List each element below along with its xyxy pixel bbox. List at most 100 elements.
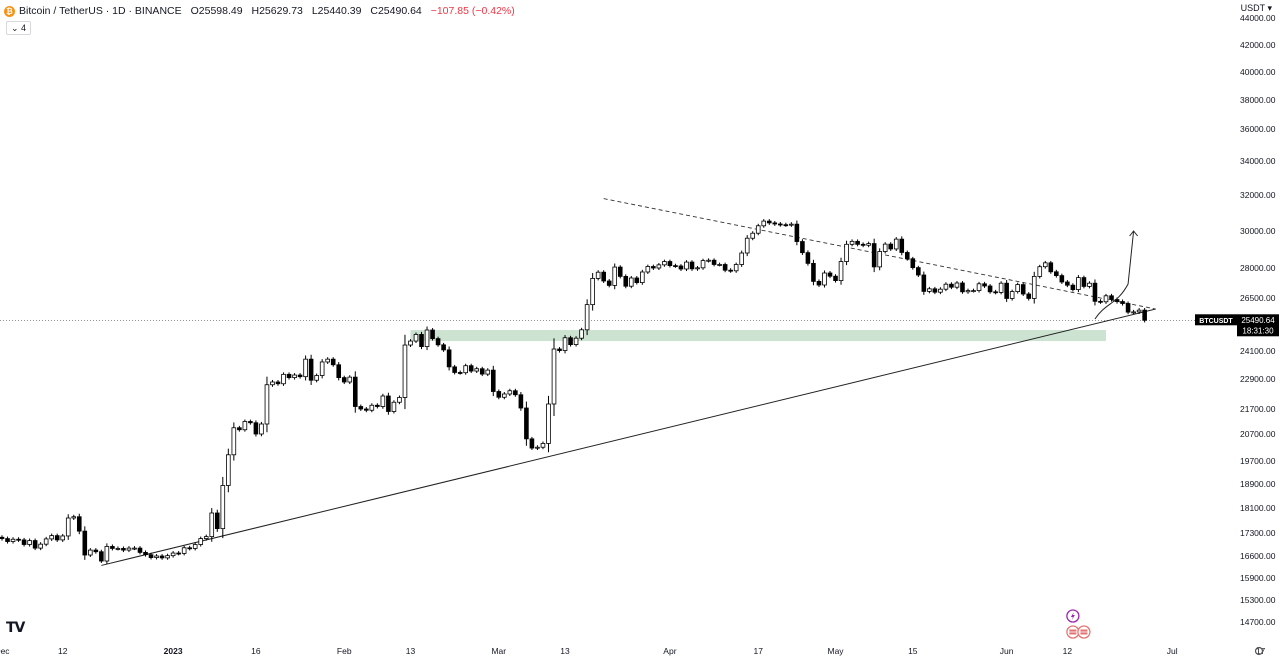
candle xyxy=(976,283,982,291)
candle xyxy=(1142,309,1147,321)
candle xyxy=(292,374,297,378)
currency-selector[interactable]: USDT ▾ xyxy=(1240,3,1272,13)
candle xyxy=(612,266,618,286)
candle xyxy=(706,259,711,262)
candle xyxy=(231,427,237,456)
candle xyxy=(938,288,943,293)
tradingview-logo[interactable]: TV xyxy=(6,620,25,636)
candle xyxy=(474,368,480,372)
candle xyxy=(1081,277,1087,287)
low-value: L25440.39 xyxy=(311,5,362,17)
candle xyxy=(358,406,364,410)
change-value: −107.85 (−0.42%) xyxy=(430,5,515,17)
candle xyxy=(496,391,502,398)
candle xyxy=(695,267,700,270)
candle xyxy=(965,290,971,293)
candle xyxy=(529,438,535,449)
candle xyxy=(49,535,54,540)
x-axis-tick-label: 2023 xyxy=(164,646,183,656)
candle xyxy=(916,267,921,276)
y-axis-tick-label: 44000.00 xyxy=(1240,13,1276,23)
ohlc-values: O25598.49 H25629.73 L25440.39 C25490.64 … xyxy=(191,5,521,17)
candle xyxy=(319,361,325,376)
candle xyxy=(1103,295,1109,303)
indicator-toggle-button[interactable]: ⌄ 4 xyxy=(6,21,32,35)
y-axis-tick-label: 14700.00 xyxy=(1240,617,1276,627)
candle xyxy=(1004,282,1009,299)
candle xyxy=(386,395,391,412)
close-value: C25490.64 xyxy=(370,5,422,17)
symbol-title[interactable]: Bitcoin / TetherUS · 1D · BINANCE xyxy=(19,5,182,17)
candle xyxy=(838,261,844,281)
candle xyxy=(1026,293,1032,299)
y-axis-tick-label: 32000.00 xyxy=(1240,190,1276,200)
y-axis-tick-label: 42000.00 xyxy=(1240,40,1276,50)
price-badge xyxy=(1237,314,1279,337)
candle xyxy=(789,223,794,226)
candle xyxy=(590,277,595,306)
y-axis-tick-label: 26500.00 xyxy=(1240,293,1276,303)
candle xyxy=(303,358,308,378)
candle xyxy=(115,548,121,550)
y-axis-tick-label: 40000.00 xyxy=(1240,67,1276,77)
y-axis-tick-label: 24100.00 xyxy=(1240,346,1276,356)
candle xyxy=(507,390,513,395)
symbol-legend: ₿ Bitcoin / TetherUS · 1D · BINANCE O255… xyxy=(4,5,521,17)
candle xyxy=(1109,295,1114,300)
candle xyxy=(5,538,10,542)
candle xyxy=(170,552,176,557)
candle xyxy=(82,530,88,556)
candle xyxy=(993,291,998,294)
candle xyxy=(76,516,82,532)
candle xyxy=(397,397,402,403)
candle xyxy=(485,369,491,375)
candle xyxy=(347,376,353,383)
candle xyxy=(159,555,165,559)
candle xyxy=(176,552,181,555)
candle xyxy=(325,358,330,363)
candle xyxy=(811,262,816,282)
candle xyxy=(827,272,833,277)
candle xyxy=(1125,303,1131,313)
ascending-trendline xyxy=(101,308,1156,566)
candle xyxy=(778,223,783,226)
y-axis-tick-label: 16600.00 xyxy=(1240,551,1276,561)
candle xyxy=(628,277,634,287)
candle xyxy=(341,377,347,383)
candle xyxy=(1076,277,1081,291)
y-axis-tick-label: 21700.00 xyxy=(1240,404,1276,414)
candle xyxy=(910,258,916,269)
candle xyxy=(270,381,275,386)
candle xyxy=(43,538,49,545)
y-axis-tick-label: 15900.00 xyxy=(1240,573,1276,583)
y-axis-tick-label: 18900.00 xyxy=(1240,479,1276,489)
x-axis-tick-label: Dec xyxy=(0,646,10,656)
candle xyxy=(391,401,397,412)
candle xyxy=(601,271,606,282)
candle xyxy=(32,540,38,549)
candle xyxy=(518,394,524,409)
candle xyxy=(1136,309,1142,313)
candle xyxy=(1020,284,1026,295)
candle xyxy=(99,551,104,562)
candle xyxy=(893,238,899,250)
candle xyxy=(352,376,358,407)
candle xyxy=(27,540,32,545)
candle xyxy=(187,547,192,550)
x-axis-tick-label: Mar xyxy=(491,646,506,656)
candle xyxy=(921,274,927,292)
candle xyxy=(490,369,496,392)
candle xyxy=(927,288,932,292)
candle xyxy=(1015,284,1020,293)
x-axis-tick-label: Apr xyxy=(663,646,676,656)
settings-gear-icon[interactable] xyxy=(1254,646,1264,656)
candle xyxy=(849,240,855,245)
candle xyxy=(739,252,744,265)
candle xyxy=(192,544,198,549)
candle xyxy=(673,265,678,267)
candle xyxy=(198,538,204,545)
candle xyxy=(297,374,303,378)
y-axis-tick-label: 28000.00 xyxy=(1240,263,1276,273)
candle xyxy=(154,555,159,558)
